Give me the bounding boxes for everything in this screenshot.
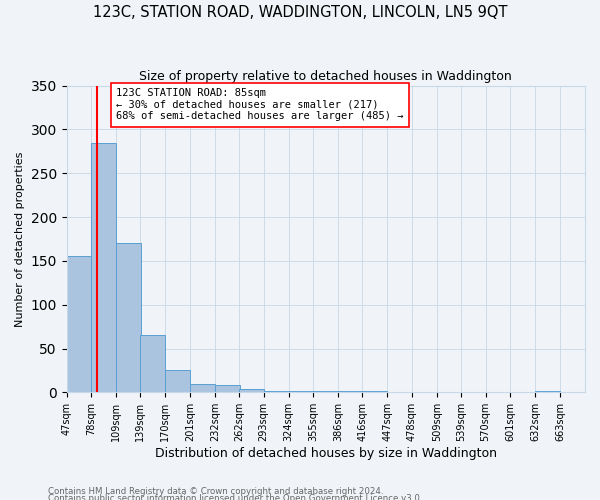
Bar xyxy=(239,389,264,392)
Bar xyxy=(140,336,165,392)
Bar xyxy=(264,390,289,392)
Text: 123C STATION ROAD: 85sqm
← 30% of detached houses are smaller (217)
68% of semi-: 123C STATION ROAD: 85sqm ← 30% of detach… xyxy=(116,88,404,122)
Text: Contains public sector information licensed under the Open Government Licence v3: Contains public sector information licen… xyxy=(48,494,422,500)
Bar xyxy=(165,370,190,392)
Bar xyxy=(215,386,240,392)
Bar xyxy=(67,256,91,392)
Text: Contains HM Land Registry data © Crown copyright and database right 2024.: Contains HM Land Registry data © Crown c… xyxy=(48,487,383,496)
Title: Size of property relative to detached houses in Waddington: Size of property relative to detached ho… xyxy=(139,70,512,83)
Bar xyxy=(91,142,116,392)
X-axis label: Distribution of detached houses by size in Waddington: Distribution of detached houses by size … xyxy=(155,447,497,460)
Y-axis label: Number of detached properties: Number of detached properties xyxy=(15,152,25,326)
Bar xyxy=(116,244,141,392)
Bar xyxy=(190,384,215,392)
Text: 123C, STATION ROAD, WADDINGTON, LINCOLN, LN5 9QT: 123C, STATION ROAD, WADDINGTON, LINCOLN,… xyxy=(93,5,507,20)
